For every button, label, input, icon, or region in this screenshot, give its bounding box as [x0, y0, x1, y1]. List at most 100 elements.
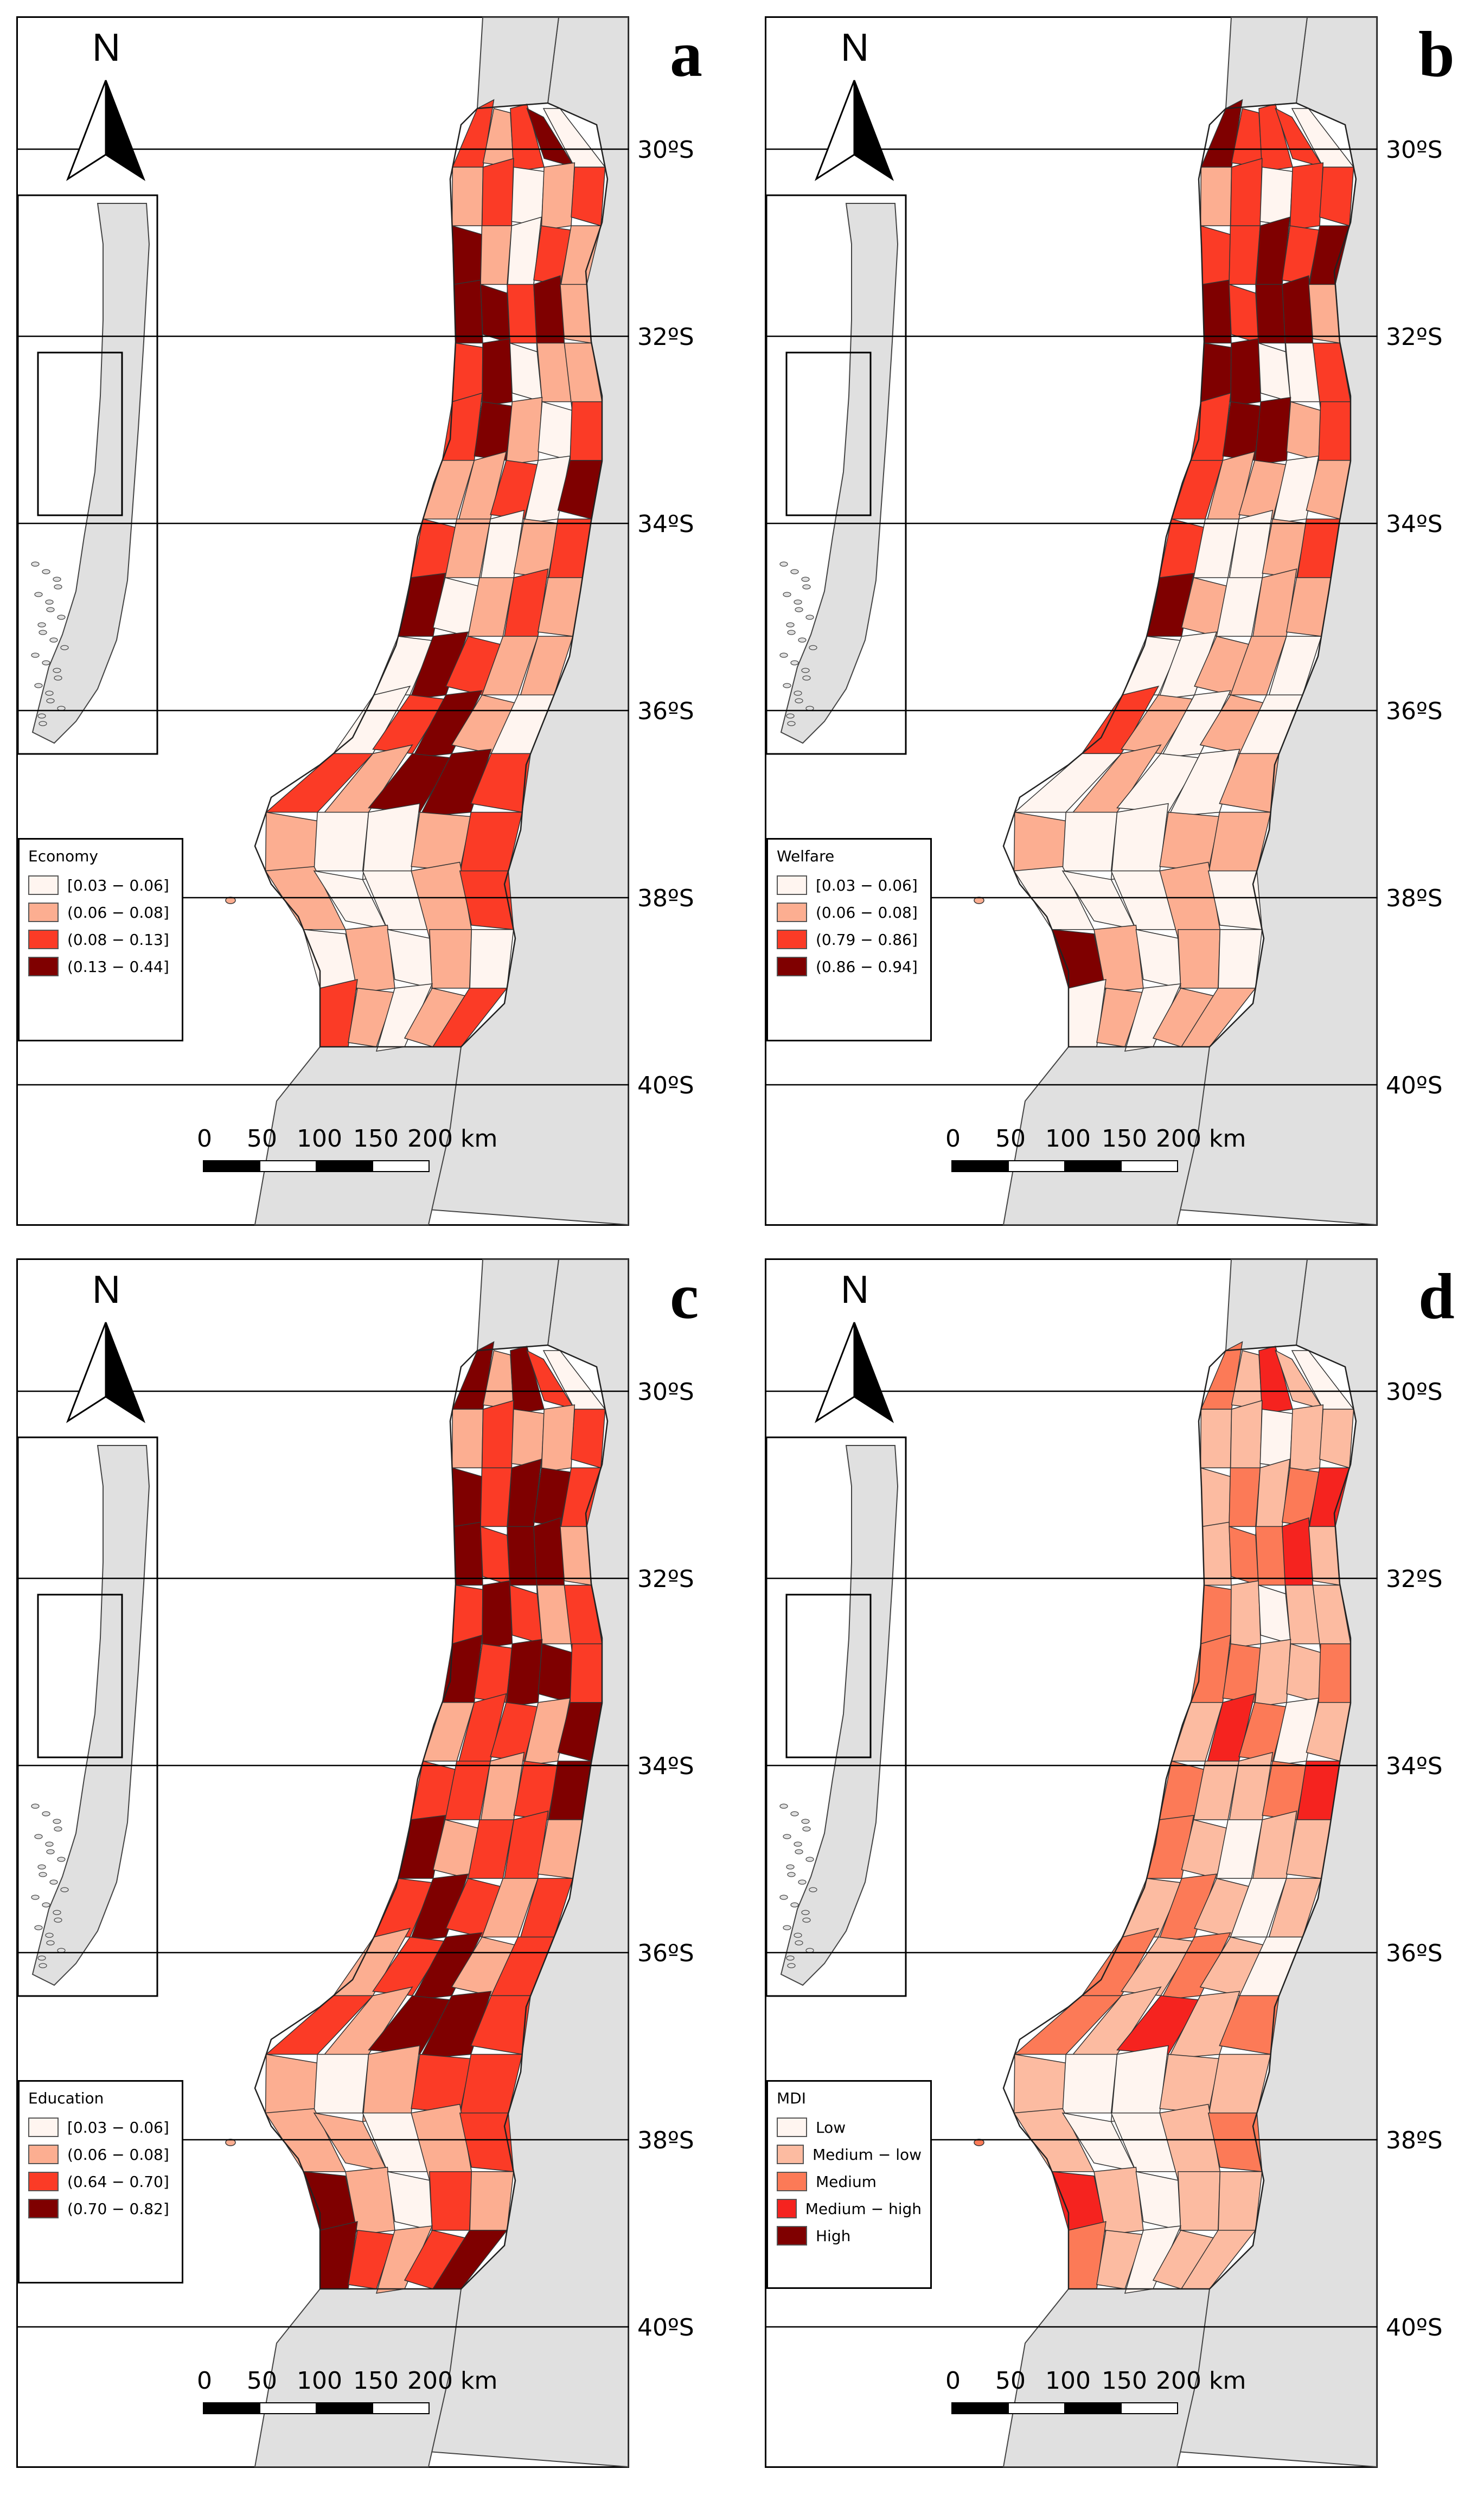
- scale-label: 50: [247, 2367, 277, 2395]
- latitude-label: 32ºS: [1386, 323, 1443, 351]
- legend-item: (0.06 − 0.08]: [28, 899, 173, 926]
- commune-polygon: [452, 1584, 483, 1645]
- legend: Economy [0.03 − 0.06] (0.06 − 0.08] (0.08 −…: [18, 838, 183, 1041]
- scale-label: 150: [1102, 1125, 1147, 1153]
- legend-swatch: [28, 2118, 59, 2137]
- commune-polygon: [1230, 1580, 1262, 1649]
- legend-label: High: [816, 2227, 851, 2245]
- commune-polygon: [560, 284, 592, 344]
- commune-polygon: [1178, 2171, 1221, 2231]
- inset-locator-map: [17, 1436, 158, 1997]
- commune-polygon: [1258, 1584, 1291, 1645]
- commune-polygon: [1178, 929, 1221, 989]
- map-canvas: [765, 16, 1378, 1226]
- latitude-label: 34ºS: [637, 1752, 694, 1780]
- latitude-label: 34ºS: [637, 510, 694, 538]
- communes-layer: [265, 1341, 606, 2294]
- latitude-label: 36ºS: [1386, 1940, 1443, 1967]
- legend-item: (0.79 − 0.86]: [777, 926, 922, 953]
- legend-item: (0.86 − 0.94]: [777, 953, 922, 980]
- scale-label: 150: [1102, 2367, 1147, 2395]
- commune-polygon: [506, 1639, 543, 1707]
- legend-item: Low: [777, 2114, 922, 2141]
- commune-polygon: [571, 167, 606, 227]
- commune-polygon: [480, 284, 510, 344]
- scale-label: 50: [247, 1125, 277, 1153]
- legend-label: (0.64 − 0.70]: [67, 2172, 169, 2191]
- legend-item: High: [777, 2222, 922, 2249]
- inset-extent-box: [37, 1594, 123, 1758]
- latitude-label: 38ºS: [1386, 2127, 1443, 2154]
- legend-label: (0.79 − 0.86]: [816, 930, 918, 949]
- legend-item: (0.70 − 0.82]: [28, 2195, 173, 2222]
- legend-swatch: [28, 2199, 59, 2218]
- commune-polygon: [451, 1409, 484, 1468]
- commune-polygon: [1230, 158, 1263, 235]
- commune-polygon: [1229, 225, 1261, 285]
- commune-polygon: [314, 811, 369, 872]
- panel-letter: a: [670, 18, 702, 90]
- legend-swatch: [777, 2118, 807, 2137]
- commune-polygon: [1282, 275, 1314, 353]
- legend-item: Medium − low: [777, 2141, 922, 2168]
- commune-polygon: [1202, 1521, 1232, 1586]
- commune-polygon: [480, 1467, 513, 1527]
- latitude-label: 36ºS: [637, 1940, 694, 1967]
- legend-item: (0.06 − 0.08]: [777, 899, 922, 926]
- commune-polygon: [480, 1526, 510, 1586]
- scale-label: 150: [353, 1125, 399, 1153]
- commune-polygon: [509, 1584, 543, 1645]
- scale-label: 200 km: [1156, 1125, 1246, 1153]
- legend-item: Medium − high: [777, 2195, 922, 2222]
- commune-polygon: [1318, 401, 1351, 461]
- legend-item: [0.03 − 0.06]: [28, 2114, 173, 2141]
- latitude-label: 36ºS: [637, 698, 694, 725]
- commune-polygon: [482, 1580, 513, 1649]
- latitude-label: 38ºS: [1386, 885, 1443, 912]
- scale-label: 0: [945, 1125, 961, 1153]
- commune-polygon: [1110, 2045, 1169, 2122]
- commune-polygon: [570, 401, 603, 461]
- region-outline: [254, 1344, 609, 2290]
- inset-locator-map: [765, 194, 907, 755]
- north-label: N: [841, 1268, 869, 1312]
- commune-polygon: [429, 2171, 472, 2231]
- panel-letter: d: [1418, 1260, 1455, 1332]
- commune-polygon: [362, 2045, 420, 2122]
- communes-layer: [265, 99, 606, 1052]
- commune-polygon: [1259, 1409, 1293, 1469]
- northern-chile-land: [1225, 1259, 1308, 1352]
- commune-polygon: [1319, 1409, 1354, 1469]
- north-label: N: [92, 26, 120, 69]
- scale-bar: [951, 1160, 1178, 1172]
- commune-polygon: [1254, 396, 1291, 465]
- commune-polygon: [1200, 1467, 1231, 1527]
- legend-swatch: [28, 957, 59, 976]
- legend-swatch: [777, 903, 807, 922]
- commune-polygon: [482, 338, 513, 407]
- northern-chile-land: [476, 17, 560, 110]
- inset-locator-map: [17, 194, 158, 755]
- commune-polygon: [1254, 1639, 1291, 1707]
- commune-polygon: [1259, 167, 1293, 227]
- map-panel-a: a N 30ºS 32ºS 34ºS 36ºS 38ºS 40ºS 0 50 100 150 200 k…: [16, 16, 702, 1226]
- commune-polygon: [265, 2054, 318, 2114]
- legend-label: Medium: [816, 2172, 877, 2191]
- north-label: N: [841, 26, 869, 69]
- legend-swatch: [777, 930, 807, 949]
- scale-label: 50: [995, 2367, 1026, 2395]
- latitude-label: 34ºS: [1386, 510, 1443, 538]
- commune-polygon: [533, 1517, 565, 1595]
- commune-polygon: [1110, 803, 1169, 880]
- scale-label: 50: [995, 1125, 1026, 1153]
- commune-polygon: [511, 167, 545, 227]
- latitude-label: 40ºS: [637, 2314, 694, 2342]
- legend-label: Low: [816, 2118, 846, 2136]
- commune-polygon: [1319, 167, 1354, 227]
- scale-label: 200 km: [1156, 2367, 1246, 2395]
- commune-polygon: [1258, 342, 1291, 402]
- legend: Welfare [0.03 − 0.06] (0.06 − 0.08] (0.79 −…: [766, 838, 932, 1041]
- commune-polygon: [453, 279, 483, 344]
- commune-polygon: [1013, 2054, 1067, 2114]
- commune-polygon: [560, 1526, 592, 1586]
